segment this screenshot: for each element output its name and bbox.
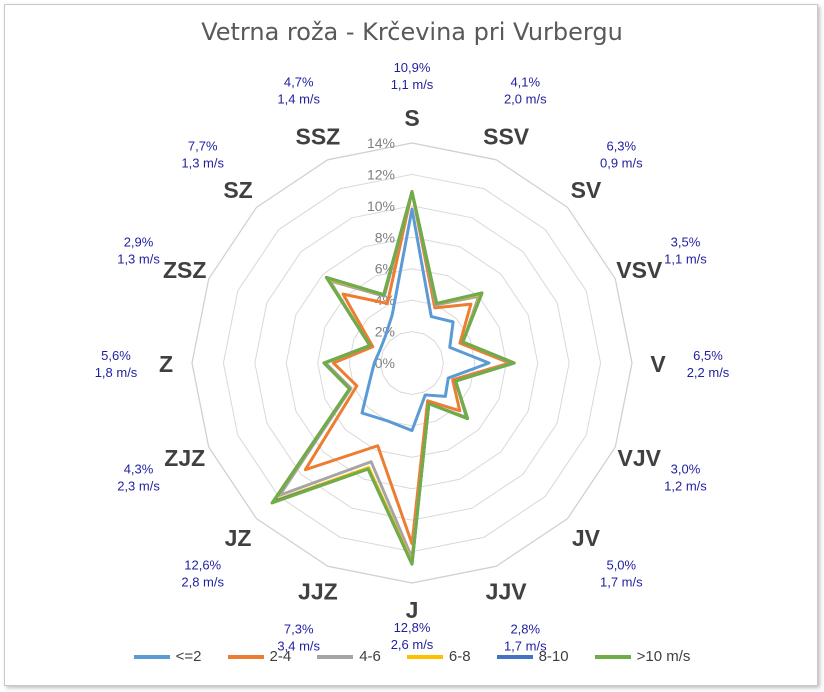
annotation-speed: 1,2 m/s [664,478,707,493]
grid-ring [380,331,444,395]
annotation-percent: 4,7% [284,75,314,90]
direction-label: J [406,597,419,623]
annotation-speed: 1,7 m/s [600,574,643,589]
direction-label: ZJZ [164,445,205,471]
chart-title: Vetrna roža - Krčevina pri Vurbergu [201,18,623,46]
legend-label: <=2 [175,648,202,665]
annotation-speed: 2,8 m/s [181,574,224,589]
annotation-speed: 2,0 m/s [504,92,547,107]
legend-entry: <=2 [133,648,202,665]
direction-label: JV [572,525,601,551]
legend-swatch [406,654,443,659]
series-line [271,190,516,566]
legend-entry: 4-6 [317,648,381,665]
annotation-percent: 3,5% [671,235,701,250]
legend-entry: 2-4 [227,648,292,665]
annotation-percent: 7,3% [284,621,314,636]
annotation-speed: 1,1 m/s [391,77,434,92]
legend-swatch [594,654,631,659]
series-line [303,190,511,546]
direction-label: SSZ [295,124,340,150]
annotation-speed: 3,4 m/s [277,638,320,653]
annotation-percent: 12,6% [184,557,221,572]
annotation-percent: 3,0% [671,461,701,476]
chart-frame [4,4,818,686]
annotation-percent: 2,9% [124,235,154,250]
direction-label: SSV [483,124,530,150]
direction-label: VJV [618,445,662,471]
annotation-speed: 1,3 m/s [181,156,224,171]
annotation-percent: 6,3% [606,139,636,154]
annotation-speed: 1,8 m/s [95,365,138,380]
annotation-percent: 12,8% [394,620,431,635]
direction-label: JJV [486,578,528,604]
legend-label: 6-8 [448,648,471,665]
direction-label: JZ [225,525,252,551]
grid-outer-ring [191,142,633,584]
legend-label: 4-6 [359,648,381,665]
annotation-percent: 7,7% [188,139,218,154]
annotation-speed: 1,4 m/s [277,92,320,107]
legend-label: >10 m/s [636,648,691,665]
legend-label: 8-10 [538,648,569,665]
annotation-percent: 10,9% [394,60,431,75]
annotation-speed: 1,7 m/s [504,638,547,653]
grid-ring [348,299,476,427]
grid-ring [317,268,507,458]
legend-swatch [227,654,264,659]
direction-label: Z [159,351,173,377]
data-annotations: 10,9% 1,1 m/s 4,1% 2,0 m/s 6,3% 0,9 m/s 3,5% 1,… [95,60,730,653]
legend: <=2 2-4 4-6 6-8 8-10 >10 m/s [0,648,824,665]
grid-ring [254,205,570,521]
annotation-speed: 2,3 m/s [117,478,160,493]
radial-tick-label: 2% [375,324,395,340]
direction-label: SV [571,177,602,203]
annotation-speed: 1,3 m/s [117,252,160,267]
annotation-percent: 4,1% [510,75,540,90]
annotation-percent: 2,8% [510,621,540,636]
annotation-speed: 2,2 m/s [687,365,730,380]
legend-swatch [317,654,354,659]
radial-tick-label: 12% [367,166,395,182]
series-line [270,190,516,566]
radial-tick-label: 0% [375,355,395,371]
series-line [360,207,491,433]
radial-tick-label: 14% [367,135,395,151]
radial-tick-label: 10% [367,198,395,214]
annotation-speed: 2,6 m/s [391,637,434,652]
legend-swatch [496,654,533,659]
legend-label: 2-4 [269,648,292,665]
series-lines [270,190,516,566]
direction-label: ZSZ [163,257,206,283]
direction-label: V [650,351,666,377]
annotation-percent: 6,5% [693,348,723,363]
annotation-percent: 4,3% [124,461,154,476]
legend-swatch [133,654,170,659]
direction-label: VSV [616,257,663,283]
legend-entry: 8-10 [496,648,569,665]
direction-labels: S SSV SV VSV V VJV JV JJV J JJZ JZ ZJZ Z ZSZ SZ SSZ [159,105,666,623]
annotation-speed: 1,1 m/s [664,252,707,267]
legend-entry: 6-8 [406,648,471,665]
radial-ticks: 0%2%4%6%8%10%12%14% [367,135,395,371]
series-line [272,190,516,565]
grid-ring [285,236,539,490]
annotation-percent: 5,0% [606,557,636,572]
annotation-speed: 0,9 m/s [600,156,643,171]
direction-label: SZ [223,177,252,203]
radial-tick-label: 8% [375,229,395,245]
annotation-percent: 5,6% [101,348,131,363]
direction-label: JJZ [298,578,338,604]
direction-label: S [404,105,419,131]
legend-entry: >10 m/s [594,648,691,665]
